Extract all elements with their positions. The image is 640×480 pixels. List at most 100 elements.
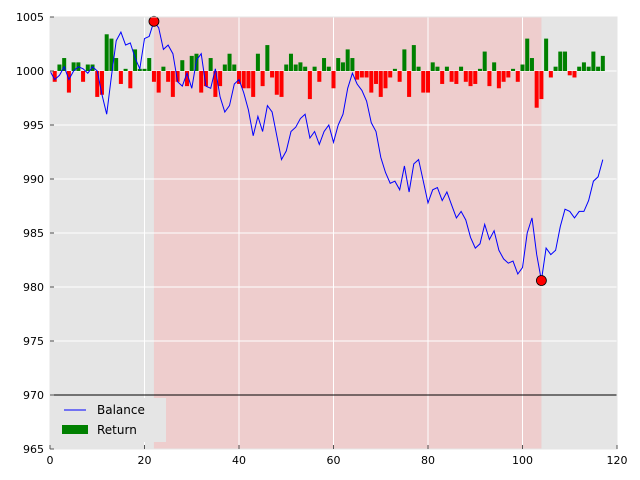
return-bar	[222, 64, 227, 71]
return-bar	[454, 71, 459, 84]
return-bar	[260, 71, 265, 87]
return-bar	[553, 66, 558, 71]
return-bar	[378, 71, 383, 97]
return-bar	[416, 66, 421, 71]
y-tick-label: 1005	[16, 11, 44, 24]
return-bar	[180, 60, 185, 71]
return-bar	[85, 64, 90, 71]
return-bar	[567, 71, 572, 76]
x-tick-label: 60	[327, 454, 341, 467]
return-bar	[298, 62, 303, 71]
return-bar	[71, 62, 76, 71]
return-bar	[227, 53, 232, 71]
return-bar	[468, 71, 473, 87]
return-bar	[109, 38, 114, 71]
return-bar	[411, 45, 416, 71]
return-bar	[492, 62, 497, 71]
return-bar	[591, 51, 596, 71]
y-tick-label: 990	[23, 173, 44, 186]
return-bar	[407, 71, 412, 97]
return-bar	[312, 66, 317, 71]
y-tick-label: 980	[23, 281, 44, 294]
return-bar	[317, 71, 322, 82]
return-bar	[241, 71, 246, 89]
return-bar	[440, 71, 445, 84]
return-bar	[175, 71, 180, 82]
legend: Balance Return	[56, 398, 166, 442]
return-bar	[340, 62, 345, 71]
return-bar	[487, 71, 492, 87]
return-bar	[359, 71, 364, 78]
return-bar	[57, 64, 62, 71]
return-bar	[246, 71, 251, 89]
return-bar	[151, 71, 156, 82]
return-bar	[529, 58, 534, 71]
return-bar	[147, 58, 152, 71]
return-bar	[345, 49, 350, 71]
return-bar	[104, 34, 109, 71]
legend-return-label: Return	[97, 423, 137, 437]
return-bar	[170, 71, 175, 97]
return-bar	[142, 68, 147, 71]
return-bar	[548, 71, 553, 78]
return-bar	[435, 66, 440, 71]
return-bar	[421, 71, 426, 93]
y-tick-label: 965	[23, 443, 44, 456]
return-bar	[218, 71, 223, 87]
return-bar	[392, 68, 397, 71]
return-bar	[161, 66, 166, 71]
y-tick-label: 985	[23, 227, 44, 240]
return-bar	[279, 71, 284, 97]
return-bar	[374, 71, 379, 84]
return-bar	[383, 71, 388, 89]
return-bar	[213, 71, 218, 97]
y-tick-label: 975	[23, 335, 44, 348]
return-bar	[128, 71, 133, 89]
return-bar	[506, 71, 511, 78]
return-bar	[118, 71, 123, 84]
return-bar	[397, 71, 402, 82]
return-bar	[496, 71, 501, 89]
return-bar	[501, 71, 506, 82]
x-tick-label: 80	[421, 454, 435, 467]
return-bar	[66, 71, 71, 93]
return-bar	[189, 55, 194, 71]
x-tick-label: 0	[47, 454, 54, 467]
return-bar	[274, 71, 279, 95]
legend-return-swatch	[62, 425, 88, 434]
legend-box	[56, 398, 166, 442]
return-bar	[558, 51, 563, 71]
return-bar	[577, 66, 582, 71]
return-bar	[473, 71, 478, 84]
return-bar	[515, 71, 520, 82]
return-bar	[270, 71, 275, 78]
return-bar	[156, 71, 161, 93]
return-bar	[232, 64, 237, 71]
return-bar	[293, 64, 298, 71]
extreme-marker	[148, 15, 160, 27]
return-bar	[511, 68, 516, 71]
return-bar	[369, 71, 374, 93]
return-bar	[284, 64, 289, 71]
return-bar	[430, 62, 435, 71]
return-bar	[539, 71, 544, 100]
return-bar	[326, 66, 331, 71]
return-bar	[208, 58, 213, 71]
plot-area	[49, 15, 618, 450]
return-bar	[52, 71, 57, 82]
return-bar	[123, 68, 128, 71]
return-bar	[572, 71, 577, 78]
return-bar	[482, 51, 487, 71]
extreme-marker	[536, 275, 547, 286]
return-bar	[350, 58, 355, 71]
return-bar	[544, 38, 549, 71]
return-bar	[166, 71, 171, 82]
return-bar	[600, 55, 605, 71]
return-bar	[99, 71, 104, 95]
return-bar	[236, 71, 242, 84]
y-tick-label: 1000	[16, 65, 44, 78]
x-tick-label: 40	[232, 454, 246, 467]
y-tick-label: 970	[23, 389, 44, 402]
return-bar	[331, 71, 336, 89]
return-bar	[364, 71, 369, 78]
